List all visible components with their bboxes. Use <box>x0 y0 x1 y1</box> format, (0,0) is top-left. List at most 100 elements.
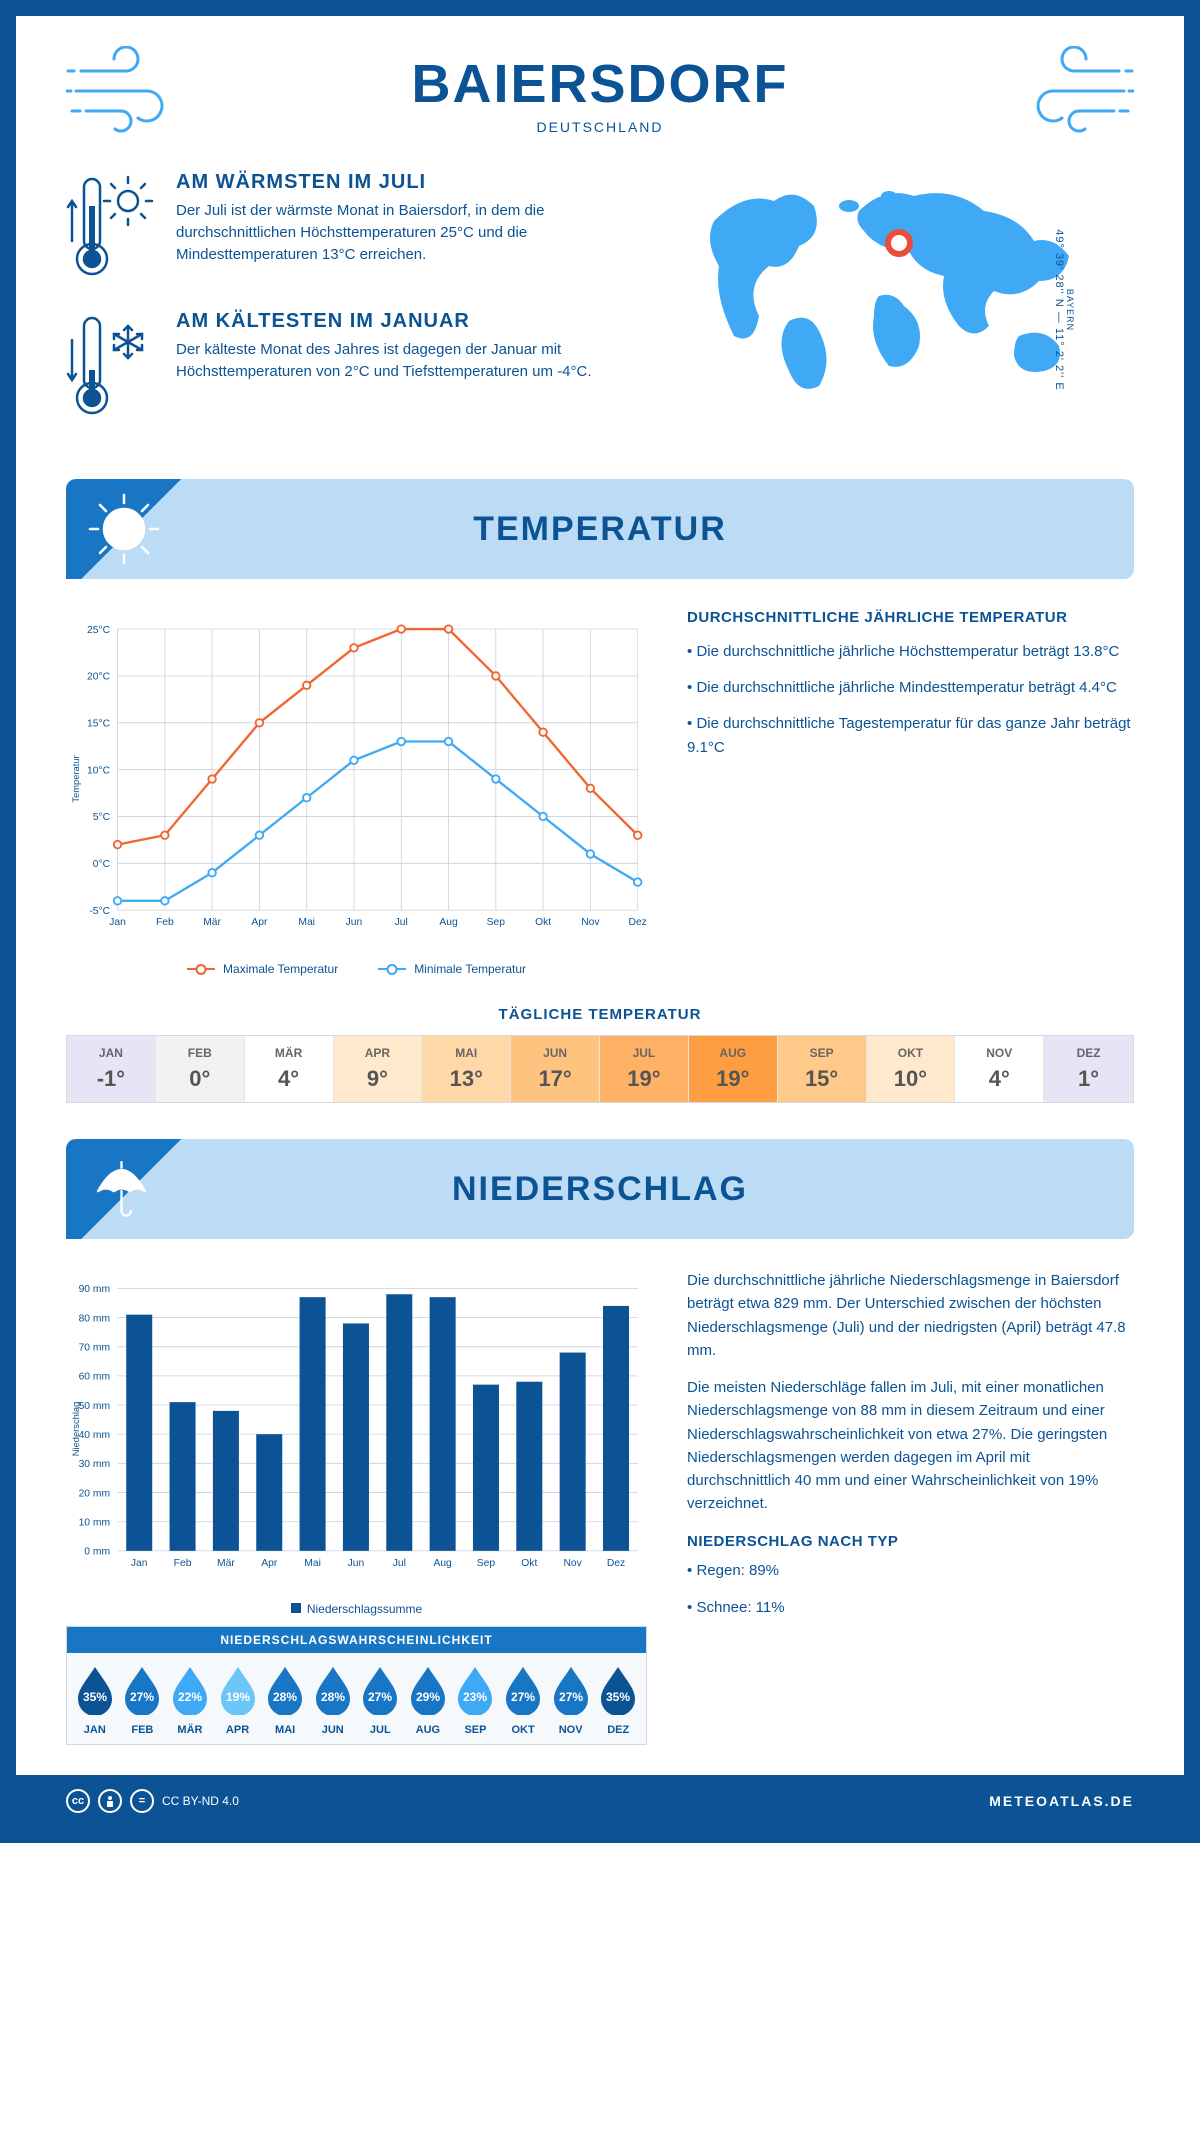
precip-prob-drop: 27%JUL <box>357 1663 405 1736</box>
precip-prob-drop: 28%MAI <box>261 1663 309 1736</box>
svg-text:28%: 28% <box>321 1690 345 1704</box>
precip-prob-drop: 22%MÄR <box>166 1663 214 1736</box>
svg-text:Aug: Aug <box>433 1558 452 1569</box>
daily-temp-cell: SEP15° <box>778 1036 867 1102</box>
svg-text:Nov: Nov <box>581 917 600 928</box>
svg-text:Jan: Jan <box>131 1558 148 1569</box>
daily-temp-table: JAN-1°FEB0°MÄR4°APR9°MAI13°JUN17°JUL19°A… <box>66 1035 1134 1103</box>
svg-text:27%: 27% <box>511 1690 535 1704</box>
site-credit: METEOATLAS.DE <box>989 1793 1134 1809</box>
license-badge: cc = CC BY-ND 4.0 <box>66 1789 239 1813</box>
precip-bar-chart: 0 mm10 mm20 mm30 mm40 mm50 mm60 mm70 mm8… <box>66 1269 647 1589</box>
svg-text:29%: 29% <box>416 1690 440 1704</box>
fact-warm-text: Der Juli ist der wärmste Monat in Baiers… <box>176 200 654 265</box>
svg-text:80 mm: 80 mm <box>79 1313 110 1324</box>
daily-temp-cell: DEZ1° <box>1044 1036 1133 1102</box>
by-icon <box>98 1789 122 1813</box>
svg-text:10 mm: 10 mm <box>79 1517 110 1528</box>
daily-temp-title: TÄGLICHE TEMPERATUR <box>66 1006 1134 1023</box>
section-banner-temperature: TEMPERATUR <box>66 479 1134 579</box>
world-map-block: BAYERN 49° 39' 28'' N — 11° 2' 2'' E <box>694 171 1134 449</box>
svg-text:-5°C: -5°C <box>89 906 110 917</box>
precip-prob-drop: 35%DEZ <box>594 1663 642 1736</box>
svg-text:Dez: Dez <box>629 917 647 928</box>
nd-icon: = <box>130 1789 154 1813</box>
svg-text:Okt: Okt <box>535 917 551 928</box>
precip-prob-drop: 27%NOV <box>547 1663 595 1736</box>
svg-text:50 mm: 50 mm <box>79 1401 110 1412</box>
svg-text:Feb: Feb <box>174 1558 192 1569</box>
svg-text:60 mm: 60 mm <box>79 1372 110 1383</box>
svg-text:0 mm: 0 mm <box>84 1547 110 1558</box>
svg-text:5°C: 5°C <box>93 812 111 823</box>
fact-warmest: AM WÄRMSTEN IM JULI Der Juli ist der wär… <box>66 171 654 286</box>
precip-prob-drop: 28%JUN <box>309 1663 357 1736</box>
daily-temp-cell: JAN-1° <box>67 1036 156 1102</box>
precip-prob-drop: 29%AUG <box>404 1663 452 1736</box>
svg-text:28%: 28% <box>273 1690 297 1704</box>
fact-cold-text: Der kälteste Monat des Jahres ist dagege… <box>176 339 654 383</box>
daily-temp-cell: MAI13° <box>422 1036 511 1102</box>
daily-temp-cell: FEB0° <box>156 1036 245 1102</box>
svg-text:Okt: Okt <box>521 1558 537 1569</box>
daily-temp-cell: NOV4° <box>955 1036 1044 1102</box>
umbrella-icon <box>84 1149 159 1229</box>
world-map-icon <box>694 171 1094 401</box>
svg-text:Jun: Jun <box>348 1558 365 1569</box>
svg-text:27%: 27% <box>130 1690 154 1704</box>
svg-text:10°C: 10°C <box>87 765 111 776</box>
daily-temp-cell: JUL19° <box>600 1036 689 1102</box>
precip-prob-drop: 27%FEB <box>119 1663 167 1736</box>
precip-prob-drop: 35%JAN <box>71 1663 119 1736</box>
svg-text:Mär: Mär <box>203 917 221 928</box>
svg-text:Jul: Jul <box>395 917 408 928</box>
svg-text:Nov: Nov <box>564 1558 583 1569</box>
svg-text:Sep: Sep <box>487 917 506 928</box>
svg-text:23%: 23% <box>463 1690 487 1704</box>
precip-prob-drop: 23%SEP <box>452 1663 500 1736</box>
temperature-line-chart: -5°C0°C5°C10°C15°C20°C25°CJanFebMärAprMa… <box>66 609 647 949</box>
svg-text:70 mm: 70 mm <box>79 1342 110 1353</box>
precip-summary: Die durchschnittliche jährliche Niedersc… <box>687 1269 1134 1745</box>
header: BAIERSDORF DEUTSCHLAND <box>66 46 1134 141</box>
svg-text:19%: 19% <box>226 1690 250 1704</box>
temperature-legend: Maximale Temperatur Minimale Temperatur <box>66 962 647 976</box>
fact-warm-title: AM WÄRMSTEN IM JULI <box>176 171 654 194</box>
svg-text:Mai: Mai <box>298 917 315 928</box>
thermometer-cold-icon <box>66 310 156 425</box>
precip-prob-drop: 27%OKT <box>499 1663 547 1736</box>
daily-temp-cell: JUN17° <box>511 1036 600 1102</box>
svg-text:Dez: Dez <box>607 1558 625 1569</box>
svg-text:Jan: Jan <box>109 917 126 928</box>
daily-temp-cell: AUG19° <box>689 1036 778 1102</box>
svg-text:20°C: 20°C <box>87 672 111 683</box>
footer: cc = CC BY-ND 4.0 METEOATLAS.DE <box>16 1775 1184 1827</box>
daily-temp-cell: APR9° <box>334 1036 423 1102</box>
city-title: BAIERSDORF <box>411 53 788 115</box>
svg-text:25°C: 25°C <box>87 625 111 636</box>
svg-text:Apr: Apr <box>261 1558 278 1569</box>
temperature-summary: DURCHSCHNITTLICHE JÄHRLICHE TEMPERATUR •… <box>687 609 1134 976</box>
svg-text:27%: 27% <box>559 1690 583 1704</box>
svg-text:Aug: Aug <box>439 917 458 928</box>
svg-text:Feb: Feb <box>156 917 174 928</box>
svg-text:Mai: Mai <box>304 1558 321 1569</box>
section-title-temperature: TEMPERATUR <box>473 510 727 549</box>
wind-icon-left <box>66 46 186 141</box>
precip-legend: Niederschlagssumme <box>66 1602 647 1616</box>
cc-icon: cc <box>66 1789 90 1813</box>
svg-text:Apr: Apr <box>251 917 268 928</box>
coords-label: BAYERN 49° 39' 28'' N — 11° 2' 2'' E <box>1052 229 1074 391</box>
svg-text:Sep: Sep <box>477 1558 496 1569</box>
section-banner-precip: NIEDERSCHLAG <box>66 1139 1134 1239</box>
svg-text:35%: 35% <box>83 1690 107 1704</box>
daily-temp-cell: OKT10° <box>867 1036 956 1102</box>
svg-text:35%: 35% <box>606 1690 630 1704</box>
svg-text:Mär: Mär <box>217 1558 235 1569</box>
precip-probability-box: NIEDERSCHLAGSWAHRSCHEINLICHKEIT 35%JAN27… <box>66 1626 647 1745</box>
svg-text:40 mm: 40 mm <box>79 1430 110 1441</box>
sun-icon <box>84 489 164 574</box>
svg-text:27%: 27% <box>368 1690 392 1704</box>
svg-text:22%: 22% <box>178 1690 202 1704</box>
svg-text:Niederschlag: Niederschlag <box>71 1402 81 1457</box>
